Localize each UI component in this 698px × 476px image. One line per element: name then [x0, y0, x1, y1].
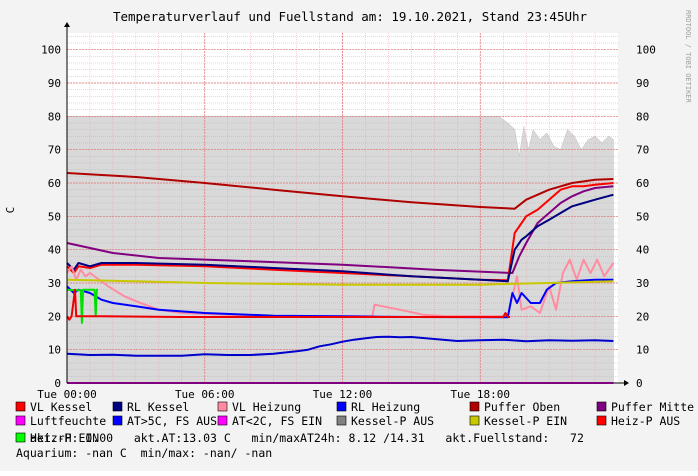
legend-label: Heiz-P EIN — [30, 431, 99, 445]
legend-label: RL Kessel — [127, 400, 189, 414]
y-tick-label: 50 — [48, 210, 61, 223]
legend-label: Kessel-P AUS — [351, 414, 434, 428]
puffer-mitte-line — [66, 185, 614, 274]
axes: 0 0 10 10 20 20 30 30 40 40 50 50 60 60 70 70 80 80 90 90 10… — [37, 22, 656, 401]
legend-swatch — [15, 415, 26, 426]
y-tick-label: 80 — [48, 110, 61, 123]
x-tick-label: Tue 18:00 — [450, 388, 510, 401]
y-tick-label-right: 10 — [636, 344, 649, 357]
y-tick-label: 30 — [48, 277, 61, 290]
y-tick-label: 40 — [48, 244, 61, 257]
x-tick-label: Tue 00:00 — [37, 388, 97, 401]
legend-swatch — [15, 432, 26, 443]
kessel-p-ein-line — [66, 278, 614, 286]
legend-label: Puffer Oben — [484, 400, 560, 414]
legend-swatch — [15, 401, 26, 412]
y-tick-label-right: 90 — [636, 77, 649, 90]
y-tick-label-right: 70 — [636, 144, 649, 157]
chart-title: Temperaturverlauf und Fuellstand am: 19.… — [113, 9, 588, 24]
legend-label: Heiz-P AUS — [611, 414, 680, 428]
at-5c-fs-aus-line — [66, 335, 614, 357]
y-tick-label-right: 40 — [636, 244, 649, 257]
y-tick-label-right: 60 — [636, 177, 649, 190]
legend-swatch — [469, 401, 480, 412]
y-tick-label-right: 100 — [636, 44, 656, 57]
legend-label: Kessel-P EIN — [484, 414, 567, 428]
legend-swatch — [217, 415, 228, 426]
x-axis-arrow — [624, 380, 629, 386]
y-tick-label: 20 — [48, 310, 61, 323]
y-tick-label: 100 — [41, 44, 61, 57]
y-tick-label: 70 — [48, 144, 61, 157]
heiz-p-aus-line — [66, 288, 511, 321]
legend-label: Luftfeuchte — [30, 414, 106, 428]
legend-swatch — [336, 401, 347, 412]
series-layer — [66, 172, 615, 384]
legend-label: Puffer Mitte — [611, 400, 694, 414]
y-axis-label: C — [4, 207, 17, 214]
legend-swatch — [217, 401, 228, 412]
legend-swatch — [596, 415, 607, 426]
legend-swatch — [112, 401, 123, 412]
side-watermark: RRDTOOL / TOBI OETIKER — [684, 10, 692, 104]
legend-label: RL Heizung — [351, 400, 420, 414]
legend-swatch — [112, 415, 123, 426]
x-tick-label: Tue 06:00 — [175, 388, 235, 401]
legend-label: AT<2C, FS EIN — [232, 414, 322, 428]
y-tick-label-right: 30 — [636, 277, 649, 290]
y-tick-label-right: 50 — [636, 210, 649, 223]
legend-label: VL Kessel — [30, 400, 92, 414]
legend-swatch — [336, 415, 347, 426]
legend-label: VL Heizung — [232, 400, 301, 414]
y-axis-arrow — [64, 22, 70, 27]
legend-swatch — [596, 401, 607, 412]
y-tick-label: 90 — [48, 77, 61, 90]
y-tick-label-right: 0 — [636, 377, 643, 390]
y-tick-label-right: 20 — [636, 310, 649, 323]
heiz-p-ein-legend-entry: Heiz-P EIN — [15, 431, 99, 445]
y-tick-label: 0 — [54, 377, 61, 390]
puffer-oben-line — [66, 172, 614, 210]
legend: VL Kessel RL Kessel VL Heizung RL Heizung Pu… — [15, 400, 694, 428]
y-tick-label: 60 — [48, 177, 61, 190]
y-tick-label: 10 — [48, 344, 61, 357]
y-tick-label-right: 80 — [636, 110, 649, 123]
status-line-2: Aquarium: -nan C min/max: -nan/ -nan — [16, 446, 272, 460]
vl-heizung-line — [66, 258, 615, 318]
status-line-1: akt.rH: 0.00 akt.AT:13.03 C min/maxAT24h… — [30, 431, 584, 445]
x-tick-label: Tue 12:00 — [313, 388, 373, 401]
legend-label: AT>5C, FS AUS — [127, 414, 217, 428]
heiz-p-ein-line — [66, 288, 98, 324]
legend-swatch — [469, 415, 480, 426]
rl-kessel-line — [66, 193, 614, 283]
